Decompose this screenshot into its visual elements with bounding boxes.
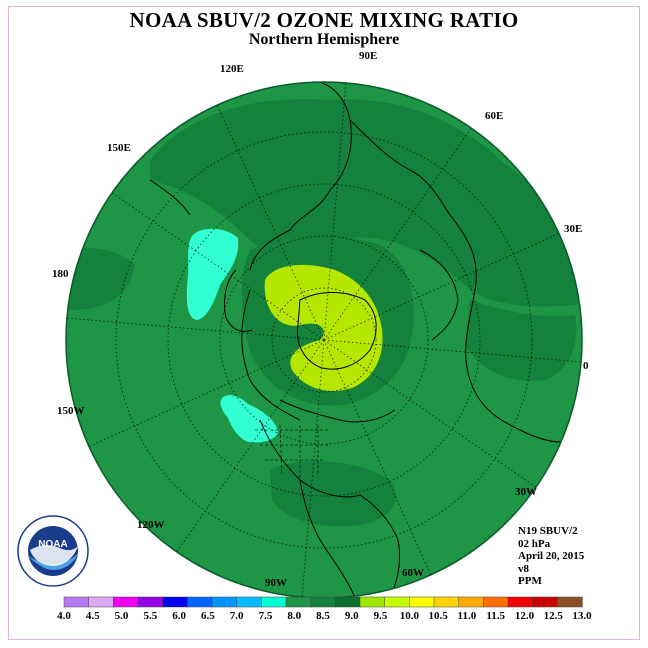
state-boundaries bbox=[255, 424, 330, 480]
noaa-logo: NOAA bbox=[17, 515, 89, 587]
lon-label-90w: 90W bbox=[265, 577, 287, 589]
lon-label-60e: 60E bbox=[485, 110, 504, 122]
ozone-band-east bbox=[465, 300, 577, 381]
ozone-band-south bbox=[270, 461, 396, 527]
info-units: PPM bbox=[518, 575, 542, 587]
lon-label-90e: 90E bbox=[359, 50, 378, 62]
ozone-band-west bbox=[66, 248, 135, 310]
ozone-band-north bbox=[150, 99, 582, 307]
ozone-low-pacific bbox=[186, 228, 239, 320]
lon-label-150e: 150E bbox=[107, 142, 131, 154]
page-title: NOAA SBUV/2 OZONE MIXING RATIO bbox=[129, 8, 519, 32]
lon-label-180: 180 bbox=[52, 268, 69, 280]
meridians bbox=[66, 82, 582, 598]
lon-label-150w: 150W bbox=[57, 405, 85, 417]
latitude-circles bbox=[115, 131, 533, 549]
info-level: 02 hPa bbox=[518, 537, 551, 550]
info-version: v8 bbox=[518, 562, 529, 575]
lon-label-0: 0 bbox=[583, 360, 589, 372]
info-instrument: N19 SBUV/2 bbox=[518, 525, 578, 537]
page-subtitle: Northern Hemisphere bbox=[248, 31, 400, 48]
lon-label-120e: 120E bbox=[220, 63, 244, 75]
figure-frame bbox=[8, 6, 640, 640]
lon-label-30w: 30W bbox=[515, 486, 537, 498]
ozone-low-america bbox=[220, 395, 278, 443]
lon-label-60w: 60W bbox=[402, 567, 424, 579]
noaa-logo-text: NOAA bbox=[38, 539, 67, 550]
ozone-polar-high bbox=[264, 264, 383, 391]
lon-label-120w: 120W bbox=[137, 519, 165, 531]
info-date: April 20, 2015 bbox=[518, 550, 585, 562]
coastlines bbox=[149, 82, 576, 598]
lon-label-30e: 30E bbox=[564, 223, 583, 235]
product-info: N19 SBUV/2 02 hPa April 20, 2015 v8 PPM bbox=[518, 525, 584, 588]
